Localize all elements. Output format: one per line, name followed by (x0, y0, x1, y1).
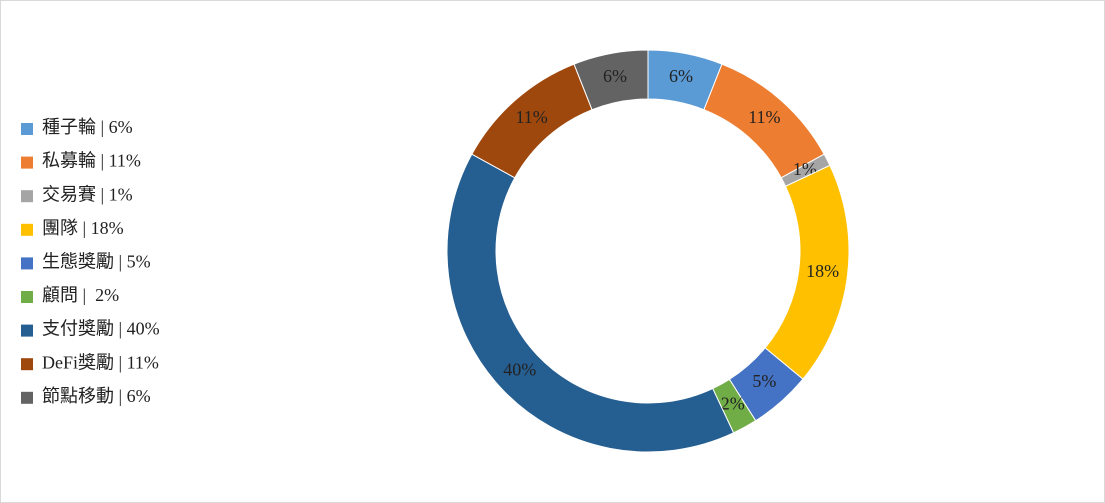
donut-segment (446, 153, 735, 453)
legend-label: 種子輪 | 6% (42, 117, 133, 137)
legend-swatch (21, 291, 33, 303)
data-label: 11% (748, 107, 780, 127)
legend-label: 節點移動 | 6% (42, 386, 151, 406)
data-label: 18% (806, 261, 839, 281)
legend-swatch (21, 257, 33, 270)
legend-swatch (21, 123, 33, 135)
legend-swatch (21, 223, 33, 236)
legend-swatch (21, 391, 33, 404)
legend-label: 交易賽 | 1% (42, 183, 133, 204)
data-label: 11% (515, 107, 547, 127)
data-label: 5% (752, 371, 776, 391)
data-label: 6% (669, 66, 693, 86)
legend-label: DeFi獎勵 | 11% (42, 352, 159, 372)
donut-segment (573, 49, 649, 111)
legend-swatch (21, 156, 33, 169)
legend-label: 團隊 | 18% (42, 218, 124, 238)
legend-swatch (21, 190, 33, 203)
data-label: 6% (603, 66, 627, 86)
data-label: 40% (503, 360, 536, 380)
legend-label: 生態獎勵 | 5% (42, 252, 151, 272)
legend-label: 私募輪 | 11% (42, 151, 141, 171)
data-label: 2% (721, 393, 745, 413)
legend-swatch (21, 358, 33, 371)
legend-label: 支付獎勵 | 40% (42, 319, 160, 339)
legend-label: 顧問 | 2% (42, 285, 119, 305)
legend-swatch (21, 324, 33, 337)
